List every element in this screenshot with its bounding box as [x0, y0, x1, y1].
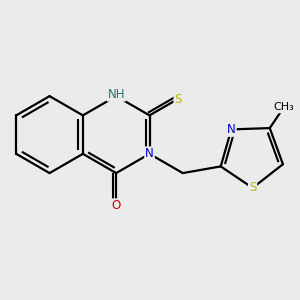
Text: S: S — [249, 182, 256, 194]
Text: S: S — [174, 94, 182, 106]
Text: CH₃: CH₃ — [273, 102, 294, 112]
Text: N: N — [227, 123, 236, 136]
Text: O: O — [112, 199, 121, 212]
Text: NH: NH — [107, 88, 125, 101]
Text: N: N — [145, 147, 154, 160]
